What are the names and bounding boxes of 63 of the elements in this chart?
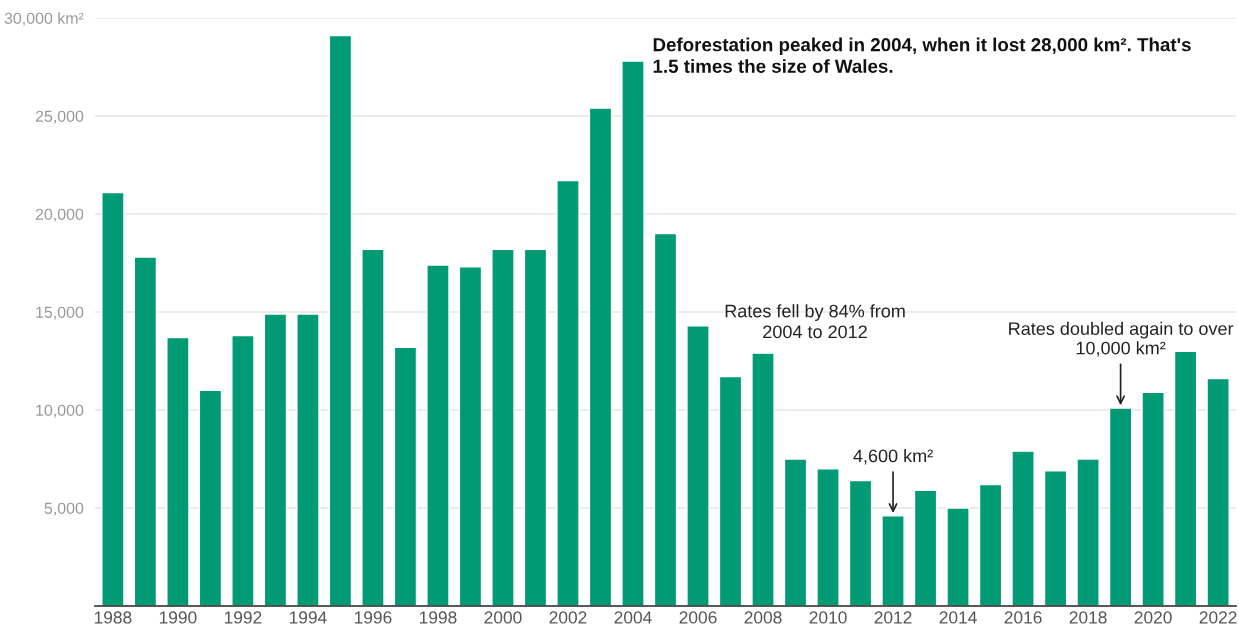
x-tick-label: 2004 <box>614 611 652 624</box>
bar <box>588 107 613 606</box>
x-tick-label: 1998 <box>419 611 457 624</box>
bar <box>1206 377 1230 606</box>
y-tick-label: 25,000 <box>35 110 84 124</box>
bar <box>946 507 970 606</box>
bar <box>296 313 320 606</box>
bar <box>1173 350 1198 606</box>
bar <box>1043 470 1068 606</box>
x-tick-label: 1988 <box>94 611 132 624</box>
x-tick-label: 1992 <box>224 611 262 624</box>
x-tick-label: 2000 <box>484 611 522 624</box>
x-tick-label: 2006 <box>679 611 717 624</box>
x-tick-label: 1990 <box>159 611 197 624</box>
bar <box>1108 407 1133 606</box>
bar <box>133 256 158 606</box>
bar <box>686 325 710 606</box>
x-tick-label: 2022 <box>1199 611 1237 624</box>
annotation: Deforestation peaked in 2004, when it lost 28,000 km². That's 1.5 times the size of Wales. <box>653 37 1191 73</box>
y-tick-label: 10,000 <box>36 404 84 418</box>
bar <box>556 179 580 606</box>
annotation: Rates doubled again to over 10,000 km² <box>1009 321 1234 357</box>
bar <box>816 468 840 606</box>
bar <box>1076 458 1100 606</box>
bar <box>328 34 353 606</box>
bar <box>913 489 938 606</box>
y-tick-label: 30,000 km² <box>4 12 84 26</box>
bar <box>198 389 223 606</box>
bar <box>426 264 450 606</box>
bar <box>621 60 645 606</box>
bar <box>1141 391 1165 606</box>
bar <box>393 346 418 606</box>
x-tick-label: 1994 <box>289 611 327 624</box>
x-tick-label: 2002 <box>549 611 587 624</box>
bar <box>231 334 255 606</box>
annotation: 4,600 km² <box>853 449 933 465</box>
x-tick-label: 2012 <box>874 611 912 624</box>
y-tick-label: 5,000 <box>44 502 84 516</box>
x-tick-label: 1996 <box>354 611 392 624</box>
x-tick-label: 2014 <box>939 611 977 624</box>
bar <box>458 266 483 606</box>
bar <box>361 248 385 606</box>
bar <box>523 248 548 606</box>
x-tick-label: 2016 <box>1004 611 1042 624</box>
x-tick-label: 2018 <box>1069 611 1107 624</box>
bar <box>166 336 190 606</box>
y-tick-label: 20,000 <box>35 208 84 222</box>
bar <box>101 191 125 606</box>
bar <box>783 458 808 606</box>
bar <box>491 248 515 606</box>
bar <box>1011 450 1035 606</box>
x-tick-label: 2020 <box>1134 611 1172 624</box>
annotation: Rates fell by 84% from 2004 to 2012 <box>725 304 905 339</box>
y-tick-label: 15,000 <box>36 306 84 320</box>
bar <box>978 483 1003 606</box>
x-tick-label: 2010 <box>809 611 847 624</box>
bar <box>751 352 775 606</box>
bar <box>848 479 873 606</box>
bar <box>881 515 905 606</box>
x-tick-label: 2008 <box>744 611 782 624</box>
bar <box>718 375 743 606</box>
bar <box>653 232 678 606</box>
bar <box>263 313 288 606</box>
